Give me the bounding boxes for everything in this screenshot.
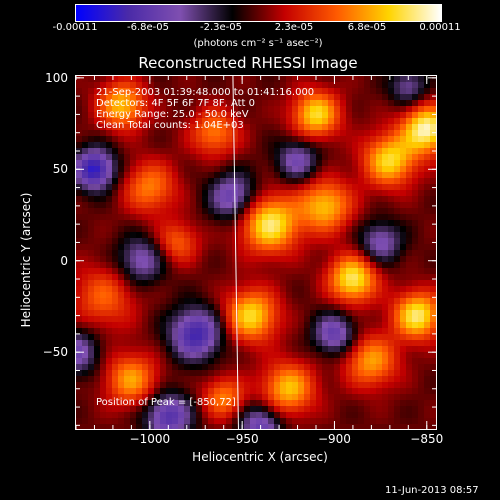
date-stamp: 11-Jun-2013 08:57 bbox=[385, 485, 479, 496]
info-line: 21-Sep-2003 01:39:48.000 to 01:41:16.000 bbox=[96, 87, 315, 98]
info-line: Detectors: 4F 5F 6F 7F 8F, Att 0 bbox=[96, 98, 256, 109]
x-tick-label: −850 bbox=[410, 432, 444, 446]
y-tick-label: 0 bbox=[60, 253, 68, 268]
colorbar-tick: -2.3e-05 bbox=[200, 22, 242, 33]
plot-area bbox=[75, 75, 437, 430]
heatmap-image bbox=[76, 76, 436, 429]
colorbar-tick: -6.8e-05 bbox=[127, 22, 169, 33]
chart-title: Reconstructed RHESSI Image bbox=[138, 54, 358, 72]
y-tick-label: 100 bbox=[45, 70, 68, 85]
x-tick-label: −900 bbox=[317, 432, 351, 446]
y-tick-label: −50 bbox=[42, 345, 68, 360]
x-tick-label: −1000 bbox=[129, 432, 171, 446]
solar-limb-line bbox=[232, 76, 239, 429]
y-axis-label: Heliocentric Y (arcsec) bbox=[19, 192, 33, 328]
colorbar bbox=[75, 4, 442, 22]
x-tick-label: −950 bbox=[225, 432, 259, 446]
peak-position-label: Position of Peak = [-850,72] bbox=[96, 397, 236, 408]
y-tick-label: 50 bbox=[52, 162, 68, 177]
info-line: Clean Total counts: 1.04E+03 bbox=[96, 120, 244, 131]
colorbar-unit-label: (photons cm⁻² s⁻¹ asec⁻²) bbox=[193, 38, 323, 49]
x-axis-label: Heliocentric X (arcsec) bbox=[192, 450, 328, 464]
colorbar-tick: 6.8e-05 bbox=[347, 22, 387, 33]
info-line: Energy Range: 25.0 - 50.0 keV bbox=[96, 109, 249, 120]
colorbar-tick: -0.00011 bbox=[52, 22, 98, 33]
colorbar-tick: 0.00011 bbox=[419, 22, 461, 33]
colorbar-tick: 2.3e-05 bbox=[274, 22, 314, 33]
